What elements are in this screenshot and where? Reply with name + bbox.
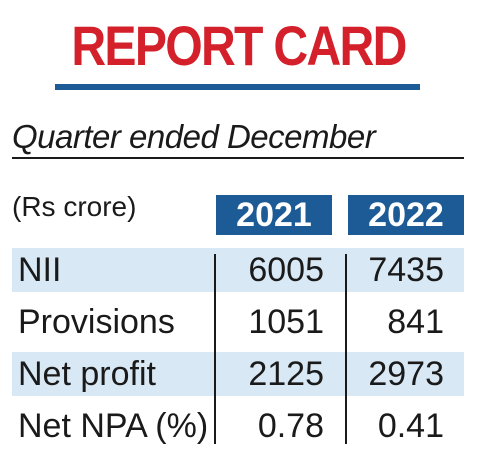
value-2021: 6005 <box>248 251 324 289</box>
value-2022: 7435 <box>368 251 444 289</box>
table-row-provisions: Provisions 1051 841 <box>12 300 464 344</box>
unit-label: (Rs crore) <box>12 191 137 222</box>
row-label: Net profit <box>18 355 156 393</box>
row-label: NII <box>18 251 62 289</box>
column-divider <box>214 254 216 444</box>
value-2022: 2973 <box>368 355 444 393</box>
subtitle-rule <box>12 157 464 159</box>
column-header-2022: 2022 <box>348 195 464 235</box>
value-2022: 841 <box>387 303 444 341</box>
subtitle: Quarter ended December <box>12 118 376 155</box>
report-title: REPORT CARD <box>71 14 407 77</box>
value-2021: 2125 <box>248 355 324 393</box>
value-2022: 0.41 <box>377 407 444 445</box>
value-2021: 0.78 <box>257 407 324 445</box>
table-row-net-npa: Net NPA (%) 0.78 0.41 <box>12 404 464 448</box>
column-header-2021: 2021 <box>216 195 332 235</box>
column-divider <box>345 254 347 444</box>
table-row-nii: NII 6005 7435 <box>12 248 464 292</box>
row-label: Provisions <box>18 303 175 341</box>
value-2021: 1051 <box>248 303 324 341</box>
table-row-net-profit: Net profit 2125 2973 <box>12 352 464 396</box>
row-label: Net NPA (%) <box>18 407 209 445</box>
title-underline <box>55 84 420 90</box>
